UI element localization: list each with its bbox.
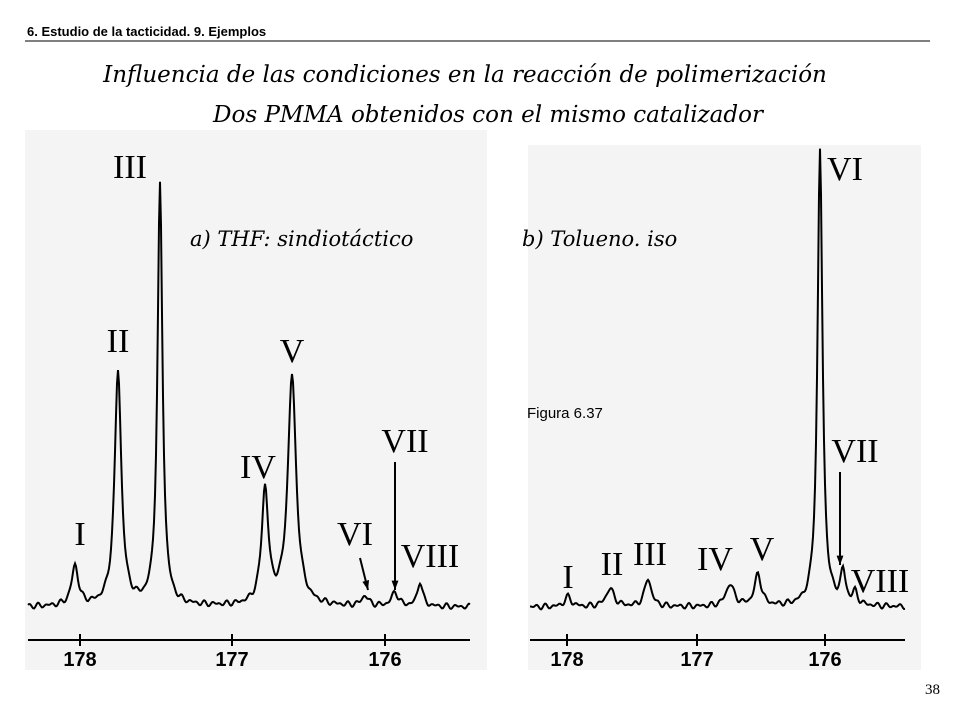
peak-label: IV	[240, 449, 276, 486]
peak-label: I	[562, 559, 573, 596]
arrow-head	[362, 580, 370, 590]
spectrum-trace	[27, 181, 471, 611]
peak-label: V	[750, 531, 775, 568]
peak-label: VII	[831, 433, 878, 470]
page-number: 38	[925, 682, 940, 698]
arrow-head	[391, 580, 399, 590]
axis-label: 176	[808, 649, 841, 671]
peak-label: II	[601, 546, 624, 583]
title: Influencia de las condiciones en la reac…	[102, 62, 827, 88]
section-header: 6. Estudio de la tacticidad. 9. Ejemplos	[27, 24, 266, 39]
spectrum-panel-b	[528, 145, 921, 670]
axis-label: 178	[63, 649, 96, 671]
axis-label: 176	[368, 649, 401, 671]
panel-label: b) Tolueno. iso	[522, 227, 677, 251]
peak-label: III	[113, 149, 147, 186]
panel-label: a) THF: sindiotáctico	[190, 227, 413, 251]
peak-label: IV	[697, 541, 733, 578]
axis-label: 177	[215, 649, 248, 671]
axis-label: 178	[550, 649, 583, 671]
axis-label: 177	[680, 649, 713, 671]
peak-label: VI	[827, 151, 863, 188]
peak-label: II	[107, 323, 130, 360]
peak-label: VIII	[401, 538, 460, 575]
peak-label: I	[74, 516, 85, 553]
peak-label: V	[280, 333, 305, 370]
subtitle: Dos PMMA obtenidos con el mismo cataliza…	[212, 102, 765, 128]
peak-label: VI	[337, 516, 373, 553]
peak-label: VII	[381, 423, 428, 460]
peak-label: III	[633, 536, 667, 573]
figure-caption: Figura 6.37	[527, 405, 603, 422]
peak-label: VIII	[851, 563, 910, 600]
arrow-head	[836, 555, 844, 565]
spectrum-trace	[530, 148, 906, 611]
